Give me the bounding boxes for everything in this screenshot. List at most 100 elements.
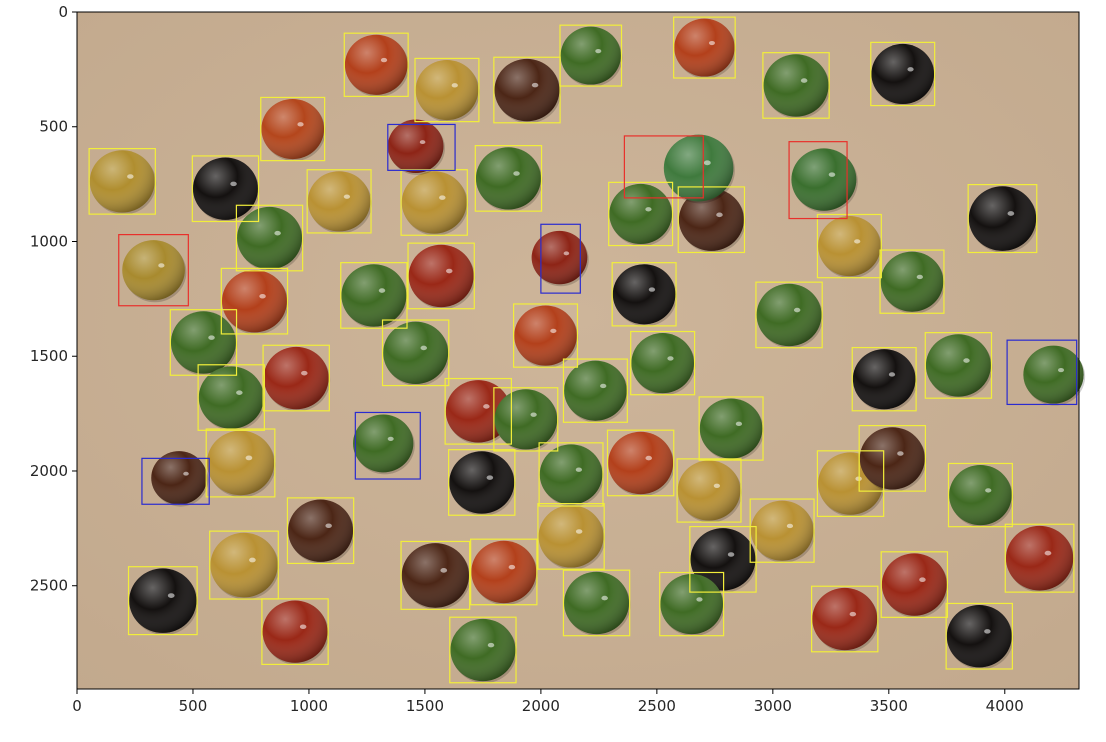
- bounding-box-broken: [141, 457, 210, 505]
- bounding-box-ok: [879, 249, 945, 314]
- bounding-box-ok: [191, 155, 260, 223]
- x-tick-label: 4000: [986, 697, 1024, 715]
- bounding-box-ok: [673, 16, 736, 79]
- bounding-box-ok: [169, 309, 238, 376]
- x-tick-label: 0: [72, 697, 82, 715]
- bounding-box-ok: [449, 616, 517, 684]
- bounding-box-misshapen: [623, 135, 704, 199]
- bounding-box-ok: [400, 169, 468, 236]
- candy: [192, 157, 260, 222]
- bounding-box-ok: [816, 450, 885, 517]
- candy: [449, 451, 516, 516]
- bounding-box-broken: [354, 411, 421, 480]
- bounding-box-ok: [945, 602, 1013, 670]
- x-tick-label: 3500: [870, 697, 908, 715]
- candy: [237, 206, 304, 272]
- x-tick-label: 2000: [522, 697, 560, 715]
- bounding-box-ok: [512, 303, 579, 368]
- bounding-box-misshapen: [118, 234, 189, 307]
- bounding-box-ok: [611, 262, 677, 327]
- candy: [353, 414, 415, 475]
- candy: [560, 26, 623, 87]
- bounding-box-ok: [407, 242, 475, 310]
- candy: [968, 186, 1038, 253]
- candy: [631, 333, 696, 396]
- candy: [475, 147, 543, 212]
- candy: [288, 499, 355, 564]
- candy: [408, 244, 476, 310]
- candy: [471, 540, 538, 606]
- candy: [699, 398, 764, 461]
- bounding-box-ok: [749, 498, 815, 563]
- candy: [750, 500, 815, 563]
- bounding-box-ok: [220, 267, 289, 335]
- candy: [450, 618, 517, 684]
- candy: [122, 240, 187, 303]
- bounding-box-ok: [659, 571, 725, 637]
- bounding-box-ok: [235, 204, 304, 272]
- candy: [221, 269, 289, 335]
- candy: [812, 587, 879, 653]
- bounding-box-ok: [197, 364, 265, 431]
- bounding-box-ok: [698, 396, 764, 461]
- bounding-box-ok: [205, 428, 276, 498]
- candy: [531, 230, 589, 287]
- bounding-box-broken: [540, 223, 581, 294]
- x-tick-label: 500: [179, 697, 208, 715]
- candy: [756, 283, 824, 349]
- bounding-box-ok: [470, 538, 538, 606]
- candy: [261, 98, 326, 162]
- bounding-box-ok: [816, 213, 882, 279]
- candy: [210, 532, 280, 600]
- bounding-box-broken: [1006, 339, 1078, 406]
- candy: [612, 264, 677, 327]
- bounding-box-ok: [967, 184, 1038, 254]
- bounding-box-ok: [400, 540, 471, 610]
- candy: [690, 528, 757, 593]
- candy: [925, 334, 993, 399]
- candy: [263, 346, 331, 412]
- candy: [401, 543, 471, 610]
- bounding-box-ok: [755, 281, 823, 349]
- bounding-box-misshapen: [788, 141, 848, 220]
- y-tick-label: 1500: [30, 347, 68, 365]
- candy: [387, 119, 445, 175]
- bounding-box-ok: [676, 458, 742, 523]
- bounding-box-ok: [340, 262, 408, 329]
- bounding-box-ok: [343, 32, 409, 97]
- candy: [818, 216, 883, 279]
- candy: [262, 600, 329, 665]
- bounding-box-ok: [474, 145, 543, 212]
- bounding-box-layer: [88, 16, 1078, 684]
- candy: [859, 427, 927, 492]
- x-tick-label: 2500: [638, 697, 676, 715]
- x-tick-label: 3000: [754, 697, 792, 715]
- bounding-box-ok: [286, 497, 355, 565]
- bounding-box-ok: [880, 551, 949, 618]
- bounding-box-broken: [387, 123, 456, 171]
- bounding-box-ok: [689, 525, 757, 593]
- candy: [206, 430, 276, 498]
- candy: [341, 264, 408, 329]
- bounding-box-ok: [306, 169, 372, 234]
- candy: [763, 54, 830, 119]
- candy: [307, 171, 372, 234]
- bounding-box-ok: [677, 186, 746, 254]
- bounding-box-ok: [493, 56, 561, 124]
- x-tick-label: 1000: [290, 697, 328, 715]
- candy: [949, 465, 1014, 528]
- candy: [494, 58, 561, 124]
- bounding-box-ok: [858, 424, 927, 492]
- axes-frame: [76, 11, 1080, 690]
- candy: [129, 568, 198, 635]
- tick-layer: 0 500 1000 1500 2000 2500 3000 3500 4000 0 500 1000…: [30, 3, 1024, 715]
- bounding-box-ok: [448, 449, 516, 516]
- bounding-box-ok: [260, 96, 326, 162]
- candy: [1023, 345, 1086, 406]
- bounding-box-ok: [608, 181, 674, 247]
- candy: [198, 366, 266, 431]
- bounding-box-ok: [261, 598, 329, 665]
- y-tick-label: 2500: [30, 577, 68, 595]
- candy: [401, 171, 469, 236]
